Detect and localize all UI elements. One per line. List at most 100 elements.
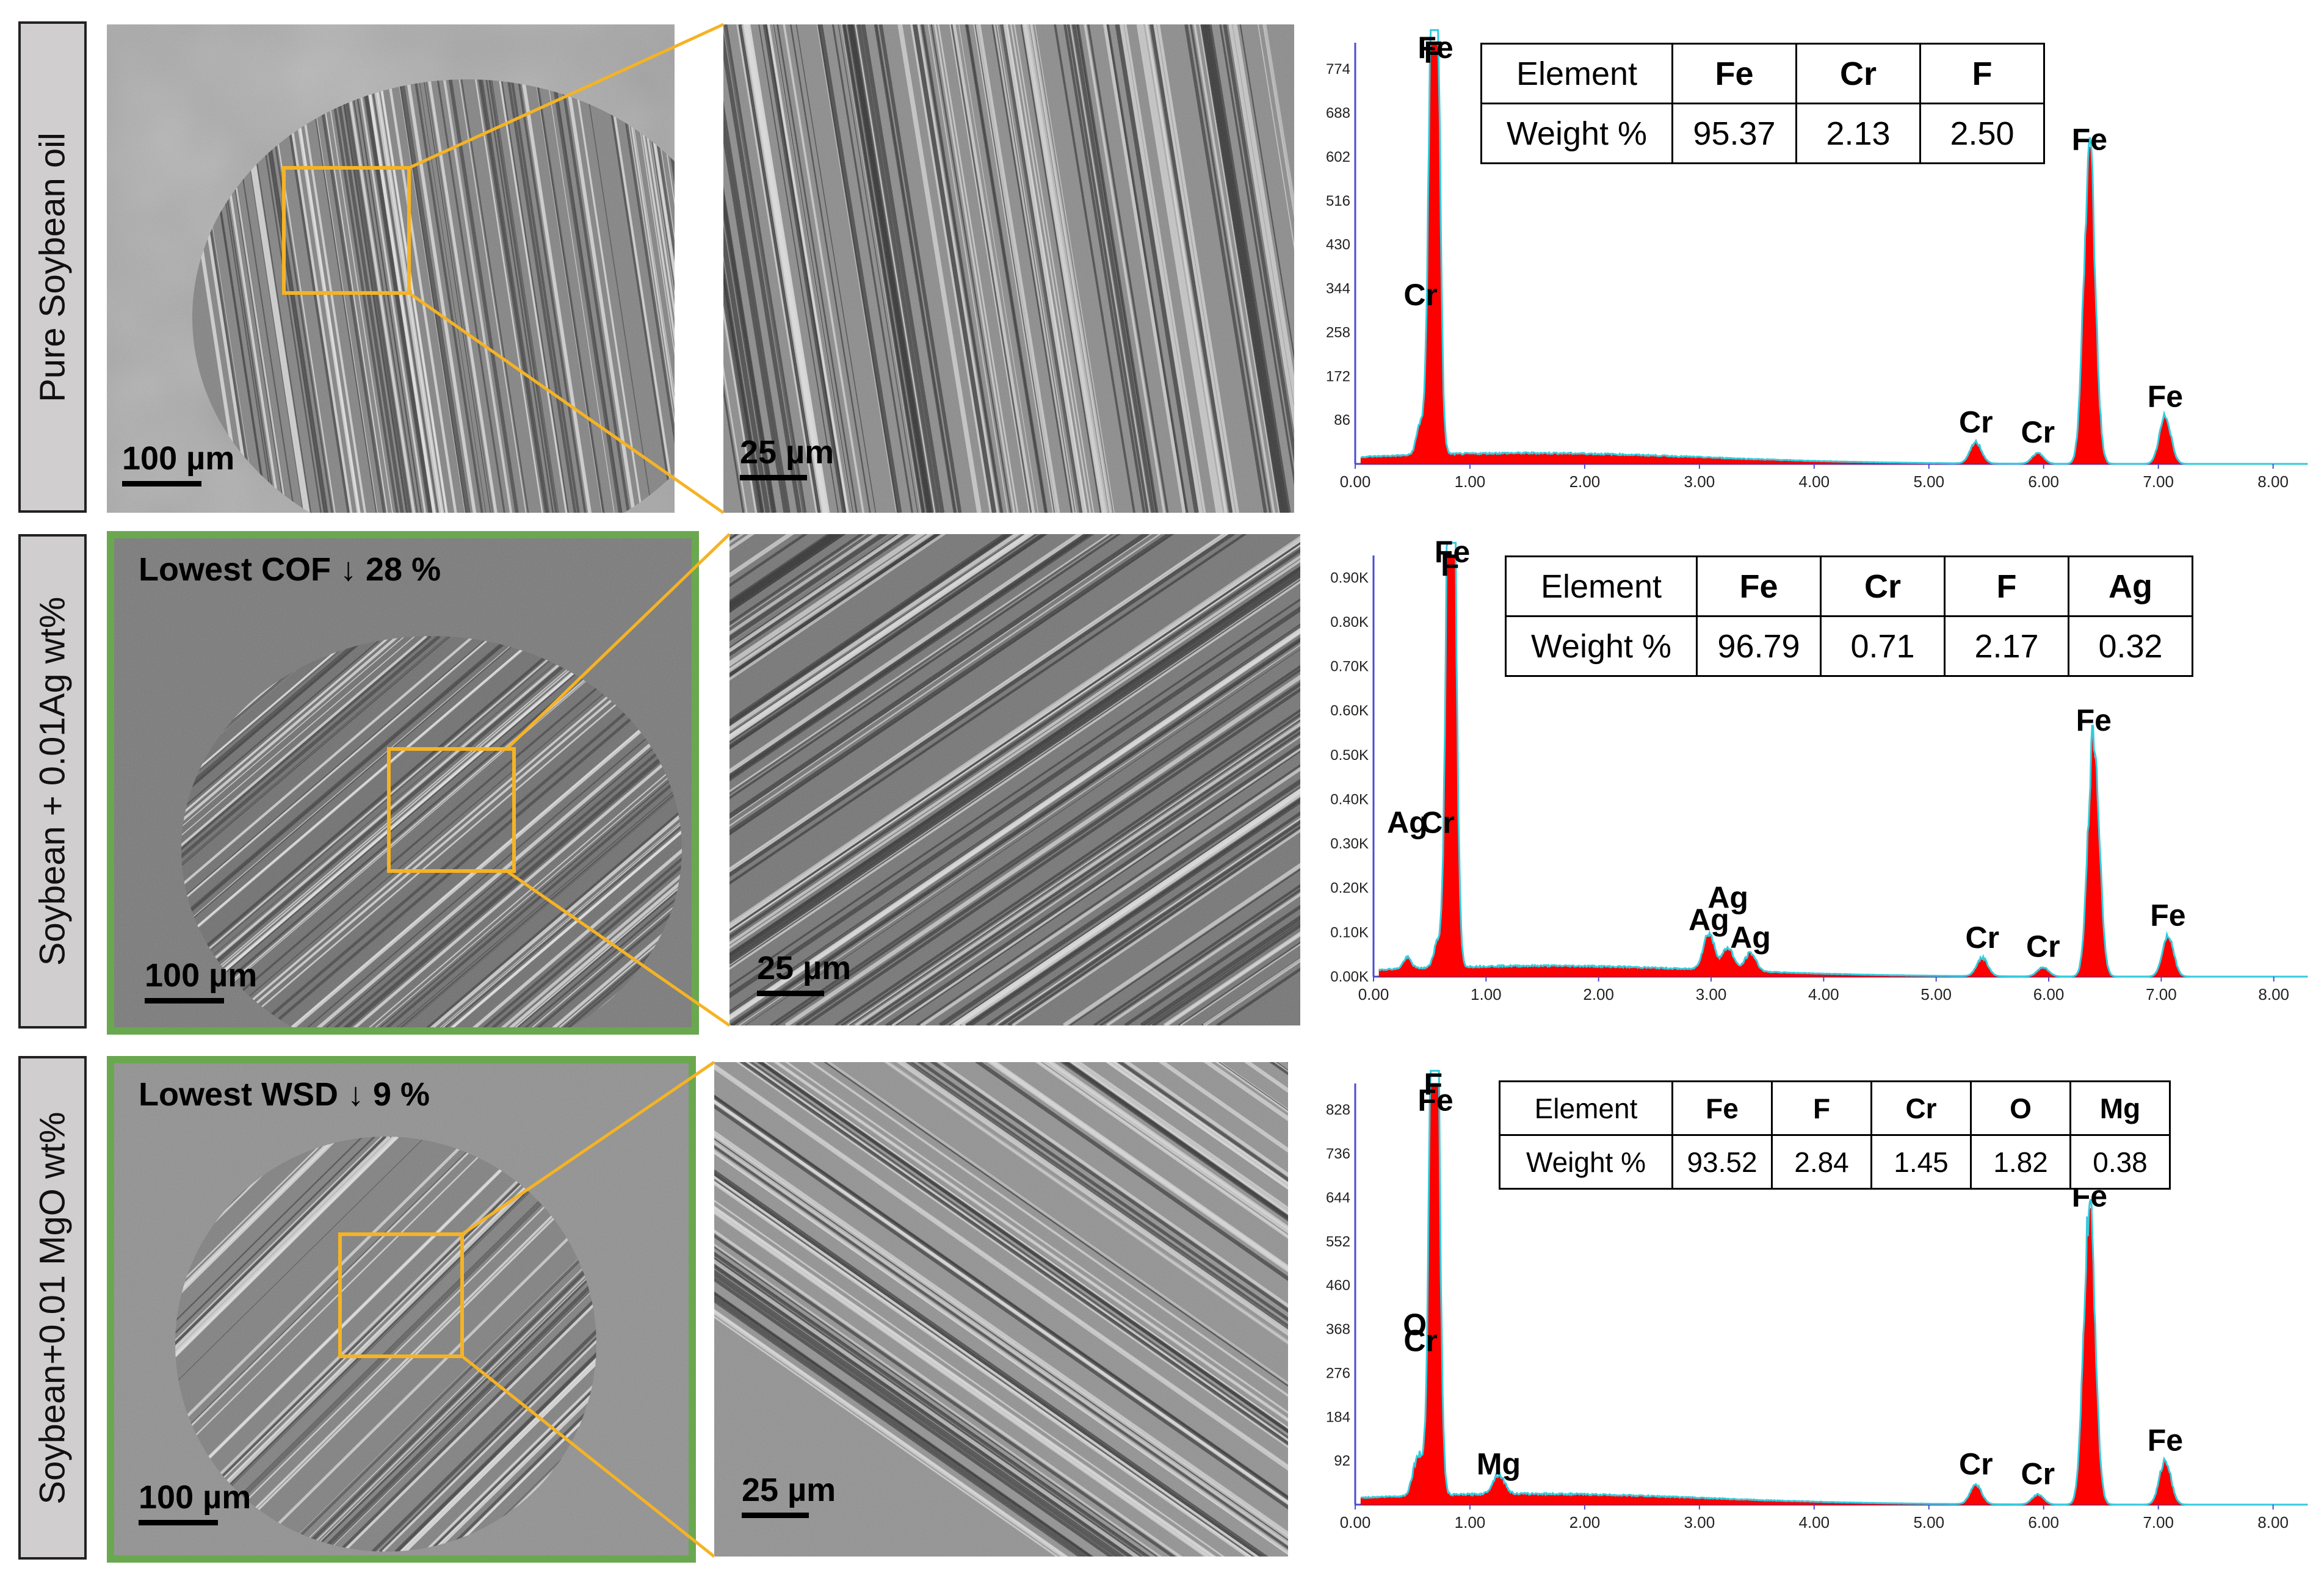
y-tick-label: 0.30K [1330, 836, 1369, 852]
table-weight-cell: 0.38 [2069, 1134, 2171, 1190]
spectrum-fit-line [1378, 541, 2308, 978]
row-label-pure-soybean: Pure Soybean oil [18, 21, 87, 513]
peak-label: O [1403, 1307, 1427, 1342]
y-tick-label: 0.00K [1330, 969, 1369, 985]
x-tick-label: 3.00 [1696, 985, 1727, 1003]
scale-bar-overview: 100 µm [122, 439, 235, 486]
scale-bar-label: 25 µm [742, 1472, 836, 1508]
table-weight-cell: 96.79 [1696, 615, 1822, 677]
peak-label: Cr [1959, 405, 1993, 439]
peak-label: F [1424, 1067, 1443, 1101]
y-tick-label: 368 [1326, 1322, 1350, 1338]
sem-zoom-pure-soybean: 25 µm [723, 24, 1294, 513]
table-header-cell: Mg [2069, 1080, 2171, 1136]
x-tick-label: 6.00 [2028, 472, 2059, 491]
x-tick-label: 5.00 [1920, 985, 1952, 1003]
x-tick-label: 4.00 [1799, 472, 1830, 491]
peak-label: Fe [2072, 123, 2107, 157]
y-tick-label: 276 [1326, 1365, 1350, 1381]
eds-table-pure-soybean: Element Fe Cr F Weight % 95.37 2.13 2.50 [1480, 43, 2045, 164]
peak-label: Cr [2026, 929, 2060, 963]
table-weight-cell: 95.37 [1671, 103, 1797, 164]
sem-zoom-mgo: 25 µm [714, 1062, 1288, 1557]
table-weight-cell: 1.82 [1970, 1134, 2071, 1190]
table-weight-row: Weight % 93.52 2.84 1.45 1.82 0.38 [1499, 1134, 2171, 1190]
x-tick-label: 2.00 [1583, 985, 1614, 1003]
x-tick-label: 3.00 [1684, 1513, 1715, 1531]
table-weight-cell: 2.13 [1795, 103, 1921, 164]
table-weight-row: Weight % 95.37 2.13 2.50 [1480, 103, 2045, 164]
y-tick-label: 92 [1334, 1453, 1350, 1469]
table-header-cell: Cr [1820, 555, 1946, 617]
sem-zoom-image [729, 534, 1300, 1025]
scale-bar-zoom: 25 µm [740, 433, 834, 480]
sem-zoom-image [714, 1062, 1288, 1557]
x-tick-label: 7.00 [2143, 1513, 2174, 1531]
table-weight-cell: 2.50 [1919, 103, 2045, 164]
x-tick-label: 2.00 [1569, 472, 1601, 491]
table-header-label: Element [1499, 1080, 1673, 1136]
table-header-cell: Cr [1795, 43, 1921, 104]
table-header-cell: Fe [1696, 555, 1822, 617]
table-header-label: Element [1480, 43, 1673, 104]
row-label-ag: Soybean + 0.01Ag wt% [18, 534, 87, 1029]
scale-bar-label: 25 µm [740, 434, 834, 471]
y-tick-label: 0.20K [1330, 880, 1369, 897]
peak-label: Ag [1387, 805, 1428, 839]
y-tick-label: 0.40K [1330, 791, 1369, 808]
x-tick-label: 1.00 [1471, 985, 1502, 1003]
x-tick-label: 0.00 [1358, 985, 1389, 1003]
table-weight-label: Weight % [1499, 1134, 1673, 1190]
eds-table-mgo: Element Fe F Cr O Mg Weight % 93.52 2.84 1.45 1.8… [1499, 1080, 2171, 1190]
table-weight-row: Weight % 96.79 0.71 2.17 0.32 [1505, 615, 2193, 677]
table-header-label: Element [1505, 555, 1698, 617]
y-tick-label: 184 [1326, 1409, 1350, 1425]
peak-label: Fe [2076, 703, 2112, 737]
x-tick-label: 3.00 [1684, 472, 1715, 491]
y-tick-label: 0.70K [1330, 659, 1369, 675]
scale-bar-overview: 100 µm [139, 1478, 251, 1525]
scale-bar-label: 100 µm [122, 440, 235, 477]
highlight-lowest-cof: Lowest COF ↓ 28 % [139, 551, 441, 588]
scale-bar-label: 25 µm [757, 950, 852, 986]
y-tick-label: 688 [1326, 105, 1350, 121]
y-tick-label: 430 [1326, 237, 1350, 253]
peak-label: Cr [1421, 805, 1455, 839]
peak-label: Fe [1417, 31, 1453, 65]
scale-bar-zoom: 25 µm [742, 1471, 836, 1518]
x-tick-label: 0.00 [1340, 1513, 1371, 1531]
table-header-cell: Fe [1671, 43, 1797, 104]
peak-label: Mg [1477, 1447, 1521, 1481]
scale-bar-zoom: 25 µm [757, 949, 852, 996]
y-tick-label: 644 [1326, 1190, 1350, 1206]
y-tick-label: 0.90K [1330, 570, 1369, 586]
x-tick-label: 2.00 [1569, 1513, 1601, 1531]
x-tick-label: 7.00 [2143, 472, 2174, 491]
x-tick-label: 8.00 [2258, 985, 2289, 1003]
x-tick-label: 1.00 [1455, 1513, 1486, 1531]
peak-label: Ag [1730, 920, 1771, 955]
scale-bar-label: 100 µm [145, 957, 258, 994]
table-header-row: Element Fe F Cr O Mg [1499, 1080, 2171, 1136]
table-header-row: Element Fe Cr F Ag [1505, 555, 2193, 617]
spectrum-fit-line [1360, 1069, 2308, 1506]
y-tick-label: 258 [1326, 324, 1350, 341]
table-weight-cell: 2.84 [1771, 1134, 1872, 1190]
x-tick-label: 5.00 [1913, 1513, 1944, 1531]
peak-label: Ag [1707, 881, 1748, 915]
row-label-mgo: Soybean+0.01 MgO wt% [18, 1056, 87, 1560]
x-tick-label: 8.00 [2257, 1513, 2289, 1531]
table-header-cell: Ag [2068, 555, 2193, 617]
highlight-lowest-wsd: Lowest WSD ↓ 9 % [139, 1076, 430, 1113]
sem-zoom-image [723, 24, 1294, 513]
x-tick-label: 6.00 [2028, 1513, 2059, 1531]
peak-label: Fe [2150, 899, 2185, 933]
y-tick-label: 774 [1326, 61, 1350, 78]
peak-label: Ag [1689, 903, 1729, 937]
table-header-cell: F [1771, 1080, 1872, 1136]
y-tick-label: 828 [1326, 1102, 1350, 1118]
y-tick-label: 0.10K [1330, 924, 1369, 941]
